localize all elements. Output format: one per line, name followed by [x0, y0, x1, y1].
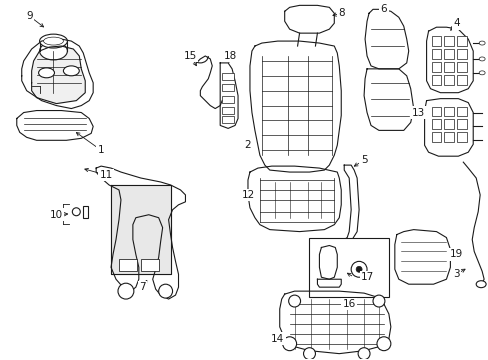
- Polygon shape: [17, 111, 93, 140]
- Polygon shape: [249, 41, 341, 172]
- Circle shape: [158, 284, 172, 298]
- Circle shape: [288, 295, 300, 307]
- Ellipse shape: [478, 57, 484, 61]
- Bar: [431, 62, 441, 72]
- Bar: [431, 36, 441, 46]
- Polygon shape: [96, 166, 185, 299]
- Polygon shape: [364, 69, 413, 130]
- Text: 9: 9: [26, 11, 33, 21]
- Text: 18: 18: [223, 51, 236, 61]
- Text: 11: 11: [99, 170, 112, 180]
- Bar: [456, 120, 467, 129]
- Ellipse shape: [43, 37, 63, 45]
- Bar: [431, 120, 441, 129]
- Text: 19: 19: [449, 249, 462, 260]
- Bar: [222, 117, 234, 123]
- Bar: [456, 75, 467, 85]
- Polygon shape: [426, 27, 472, 93]
- Bar: [456, 132, 467, 142]
- Ellipse shape: [475, 281, 485, 288]
- Polygon shape: [21, 39, 93, 109]
- Ellipse shape: [40, 42, 67, 60]
- Ellipse shape: [478, 41, 484, 45]
- Circle shape: [303, 348, 315, 360]
- Text: 8: 8: [337, 8, 344, 18]
- Bar: [431, 49, 441, 59]
- Text: 6: 6: [380, 4, 386, 14]
- Ellipse shape: [40, 34, 67, 48]
- Text: 13: 13: [411, 108, 425, 117]
- Circle shape: [72, 208, 80, 216]
- Circle shape: [350, 261, 366, 277]
- Bar: [444, 49, 453, 59]
- Circle shape: [355, 266, 361, 272]
- Polygon shape: [247, 166, 341, 231]
- Polygon shape: [344, 165, 358, 242]
- Text: 10: 10: [50, 210, 63, 220]
- Circle shape: [282, 337, 296, 351]
- Text: 2: 2: [244, 140, 251, 150]
- Ellipse shape: [39, 68, 54, 78]
- Text: 4: 4: [452, 18, 459, 28]
- Circle shape: [376, 337, 390, 351]
- Bar: [444, 120, 453, 129]
- Bar: [444, 62, 453, 72]
- Circle shape: [372, 295, 384, 307]
- Text: 5: 5: [360, 155, 366, 165]
- Text: 17: 17: [360, 272, 374, 282]
- Polygon shape: [394, 230, 449, 284]
- Bar: [222, 107, 234, 113]
- Ellipse shape: [478, 71, 484, 75]
- Polygon shape: [424, 99, 472, 156]
- Bar: [456, 107, 467, 117]
- Bar: [431, 107, 441, 117]
- Text: 3: 3: [452, 269, 459, 279]
- Bar: [456, 36, 467, 46]
- Bar: [222, 96, 234, 103]
- Text: 1: 1: [98, 145, 104, 155]
- Bar: [431, 132, 441, 142]
- Polygon shape: [32, 46, 85, 104]
- Bar: [444, 107, 453, 117]
- Bar: [444, 36, 453, 46]
- Bar: [456, 62, 467, 72]
- Circle shape: [118, 283, 134, 299]
- Text: 12: 12: [241, 190, 254, 200]
- Text: 14: 14: [270, 334, 284, 344]
- Polygon shape: [111, 185, 170, 274]
- Bar: [444, 75, 453, 85]
- Bar: [222, 84, 234, 91]
- Polygon shape: [317, 279, 341, 287]
- Circle shape: [357, 348, 369, 360]
- Text: 16: 16: [342, 299, 355, 309]
- Polygon shape: [365, 9, 408, 69]
- Polygon shape: [279, 291, 390, 354]
- Polygon shape: [284, 5, 334, 33]
- Bar: [222, 73, 234, 80]
- Ellipse shape: [63, 66, 79, 76]
- Bar: [309, 238, 388, 297]
- Bar: [119, 260, 137, 271]
- Text: 7: 7: [139, 282, 146, 292]
- Bar: [431, 75, 441, 85]
- Text: 15: 15: [183, 51, 197, 61]
- Bar: [444, 132, 453, 142]
- Bar: [456, 49, 467, 59]
- Polygon shape: [319, 246, 337, 279]
- Bar: [83, 206, 88, 218]
- Polygon shape: [220, 63, 238, 129]
- Bar: [141, 260, 158, 271]
